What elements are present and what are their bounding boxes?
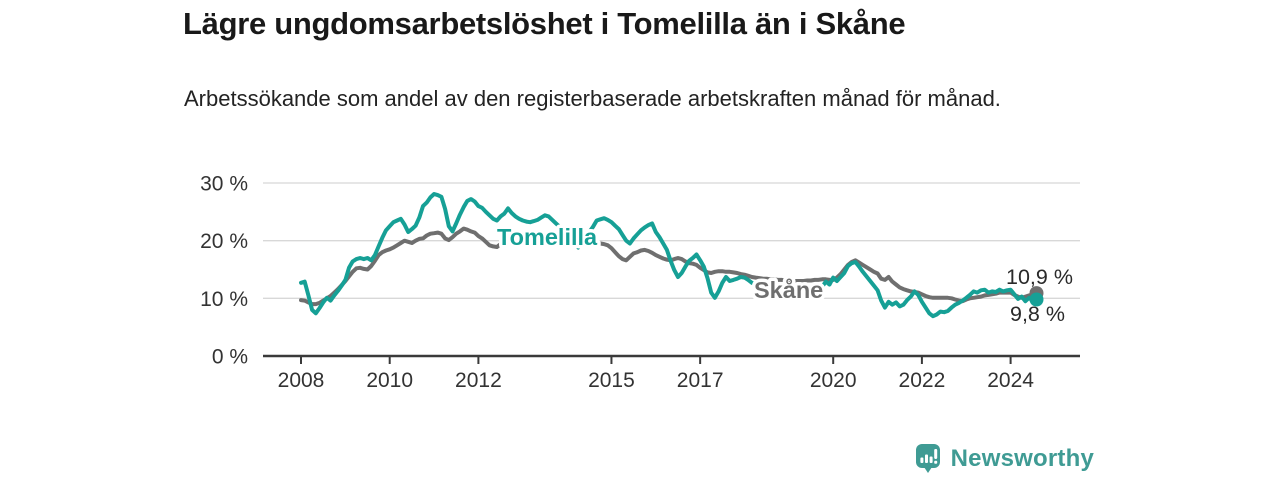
newsworthy-brand: Newsworthy	[915, 443, 1094, 474]
end-value-label-tomelilla: 9,8 %	[1010, 302, 1065, 326]
x-axis-label: 2010	[366, 369, 413, 392]
newsworthy-brand-text: Newsworthy	[950, 444, 1094, 472]
series-line-tomelilla	[299, 192, 1039, 319]
x-axis-label: 2015	[588, 369, 635, 392]
x-axis-label: 2024	[987, 369, 1034, 392]
x-axis-label: 2012	[455, 369, 502, 392]
x-axis-label: 2008	[278, 369, 325, 392]
series-label-tomelilla: Tomelilla	[497, 224, 598, 250]
series-line-skne	[299, 226, 1039, 307]
y-axis-label: 30 %	[200, 172, 248, 195]
chart-title: Lägre ungdomsarbetslöshet i Tomelilla än…	[183, 6, 906, 41]
end-dot-tomelilla	[1029, 292, 1044, 307]
x-axis-label: 2017	[677, 369, 724, 392]
x-axis-label: 2020	[810, 369, 857, 392]
y-axis-label: 0 %	[212, 346, 248, 369]
end-value-label-skne: 10,9 %	[1006, 265, 1073, 289]
y-axis-label: 20 %	[200, 230, 248, 253]
y-axis-label: 10 %	[200, 288, 248, 311]
series-label-skne: Skåne	[754, 277, 823, 303]
x-axis-label: 2022	[899, 369, 946, 392]
newsworthy-logo-icon	[915, 444, 940, 473]
chart-subtitle: Arbetssökande som andel av den registerb…	[184, 86, 1001, 111]
